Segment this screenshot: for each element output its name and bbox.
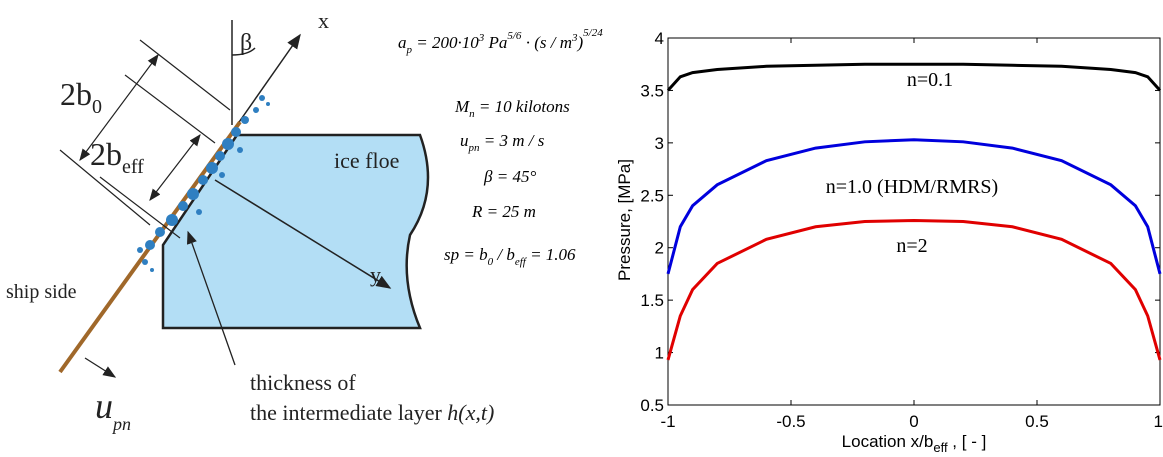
line xyxy=(666,138,1162,275)
x-tick-label: -1 xyxy=(660,412,675,431)
f: R = 25 m xyxy=(471,202,536,221)
y-tick-label: 2 xyxy=(655,239,664,258)
label: x xyxy=(318,8,329,33)
series-label: n=0.1 xyxy=(907,69,953,91)
y-tick-label: 1.5 xyxy=(640,291,664,310)
f: 3 xyxy=(571,32,578,44)
x-axis-arrow xyxy=(236,33,301,126)
x-tick-label: 0.5 xyxy=(1025,412,1049,431)
formula: ap = 200·103 Pa5/6 · (s / m3)5/24 xyxy=(398,27,603,56)
dim-line xyxy=(139,39,231,111)
dim-line xyxy=(59,149,151,226)
x-axis-label: eff xyxy=(933,440,948,455)
f: ) xyxy=(576,33,583,52)
f: 5/24 xyxy=(583,27,603,39)
f: / b xyxy=(493,245,515,264)
label: 2b xyxy=(60,76,92,112)
f: sp = b xyxy=(444,245,488,264)
line xyxy=(666,218,1162,361)
label: pn xyxy=(111,414,131,434)
y-tick-label: 0.5 xyxy=(640,396,664,415)
label: y xyxy=(370,262,381,287)
ice-floe xyxy=(161,133,430,330)
formula: β = 45° xyxy=(483,167,536,186)
line xyxy=(666,62,1162,92)
label: β xyxy=(240,30,252,56)
pointer xyxy=(186,230,236,366)
y-tick-label: 4 xyxy=(655,29,664,48)
label: 2b xyxy=(90,136,122,172)
f: M xyxy=(454,97,470,116)
velocity-arrow xyxy=(84,357,117,378)
formula: sp = b0 / beff = 1.06 xyxy=(444,245,576,268)
f: p xyxy=(406,44,413,56)
formulas: ap = 200·103 Pa5/6 · (s / m3)5/24 Mn = 1… xyxy=(398,27,603,268)
f: = 3 m / s xyxy=(480,131,545,150)
series-label: n=1.0 (HDM/RMRS) xyxy=(826,176,998,198)
label: ship side xyxy=(6,281,77,303)
f: = 10 kilotons xyxy=(475,97,570,116)
f: 0 xyxy=(488,256,494,268)
f: Pa xyxy=(484,33,507,52)
f: = 200·10 xyxy=(412,33,479,52)
f: 5/6 xyxy=(507,30,522,42)
y-tick-label: 3.5 xyxy=(640,81,664,100)
x-tick-label: 1 xyxy=(1154,412,1163,431)
f: β = 45° xyxy=(483,167,536,186)
label: upn xyxy=(95,386,131,434)
chart: Pressure, [MPa] Location x/beff , [ - ] … xyxy=(615,29,1163,455)
angle-arc xyxy=(231,47,256,56)
f: eff xyxy=(515,256,528,268)
label: ice floe xyxy=(334,148,399,173)
label: the intermediate layer h(x,t) xyxy=(250,400,494,425)
dim-line xyxy=(79,54,159,161)
x-axis-label: Location x/beff , [ - ] xyxy=(842,432,987,455)
label: u xyxy=(95,386,113,426)
diagram: x y β 2b0 2beff ice floe ship side upn t… xyxy=(6,8,603,434)
dim-line xyxy=(124,74,216,144)
label: eff xyxy=(122,156,144,178)
x-tick-label: -0.5 xyxy=(776,412,805,431)
x-tick-label: 0 xyxy=(909,412,918,431)
f: n xyxy=(469,108,475,120)
x-axis-label: Location x/b xyxy=(842,432,934,451)
label: 2beff xyxy=(90,136,144,178)
dim-line xyxy=(149,134,201,201)
formula: Mn = 10 kilotons xyxy=(454,97,570,120)
label: the intermediate layer xyxy=(250,400,447,425)
formula: upn = 3 m / s xyxy=(460,131,545,154)
dim-line xyxy=(99,176,181,239)
y-tick-label: 3 xyxy=(655,134,664,153)
f: 3 xyxy=(478,32,485,44)
y-axis-label: Pressure, [MPa] xyxy=(615,159,634,281)
f: = 1.06 xyxy=(526,245,576,264)
y-tick-label: 1 xyxy=(655,344,664,363)
series-label: n=2 xyxy=(896,235,927,257)
formula: R = 25 m xyxy=(471,202,536,221)
f: pn xyxy=(468,142,481,154)
label: thickness of xyxy=(250,370,356,395)
label: 0 xyxy=(92,96,102,118)
x-axis-label: , [ - ] xyxy=(948,432,987,451)
label: h(x,t) xyxy=(447,400,494,425)
f: u xyxy=(460,131,469,150)
y-axis-arrow xyxy=(214,179,392,289)
y-tick-label: 2.5 xyxy=(640,186,664,205)
f: a xyxy=(398,33,407,52)
f: · (s / m xyxy=(521,33,572,52)
label: 2b0 xyxy=(60,76,102,118)
